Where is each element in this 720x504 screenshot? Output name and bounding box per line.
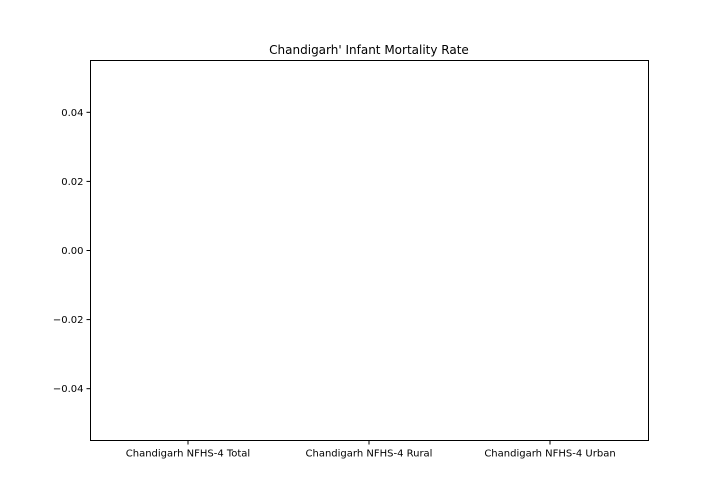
- x-tick-label: Chandigarh NFHS-4 Total: [126, 449, 250, 460]
- y-tick-label: 0.02: [61, 177, 83, 188]
- y-tick-label: 0.04: [61, 108, 83, 119]
- y-tick-label: 0.00: [61, 246, 83, 257]
- x-tick-label: Chandigarh NFHS-4 Urban: [484, 449, 615, 460]
- x-tick-label: Chandigarh NFHS-4 Rural: [306, 449, 433, 460]
- y-tick-label: −0.04: [53, 384, 84, 395]
- x-axis: Chandigarh NFHS-4 Total Chandigarh NFHS-4…: [126, 440, 616, 460]
- y-tick-label: −0.02: [53, 315, 84, 326]
- chart-title: Chandigarh' Infant Mortality Rate: [269, 43, 469, 57]
- y-axis: −0.04 −0.02 0.00 0.02 0.04: [53, 108, 91, 395]
